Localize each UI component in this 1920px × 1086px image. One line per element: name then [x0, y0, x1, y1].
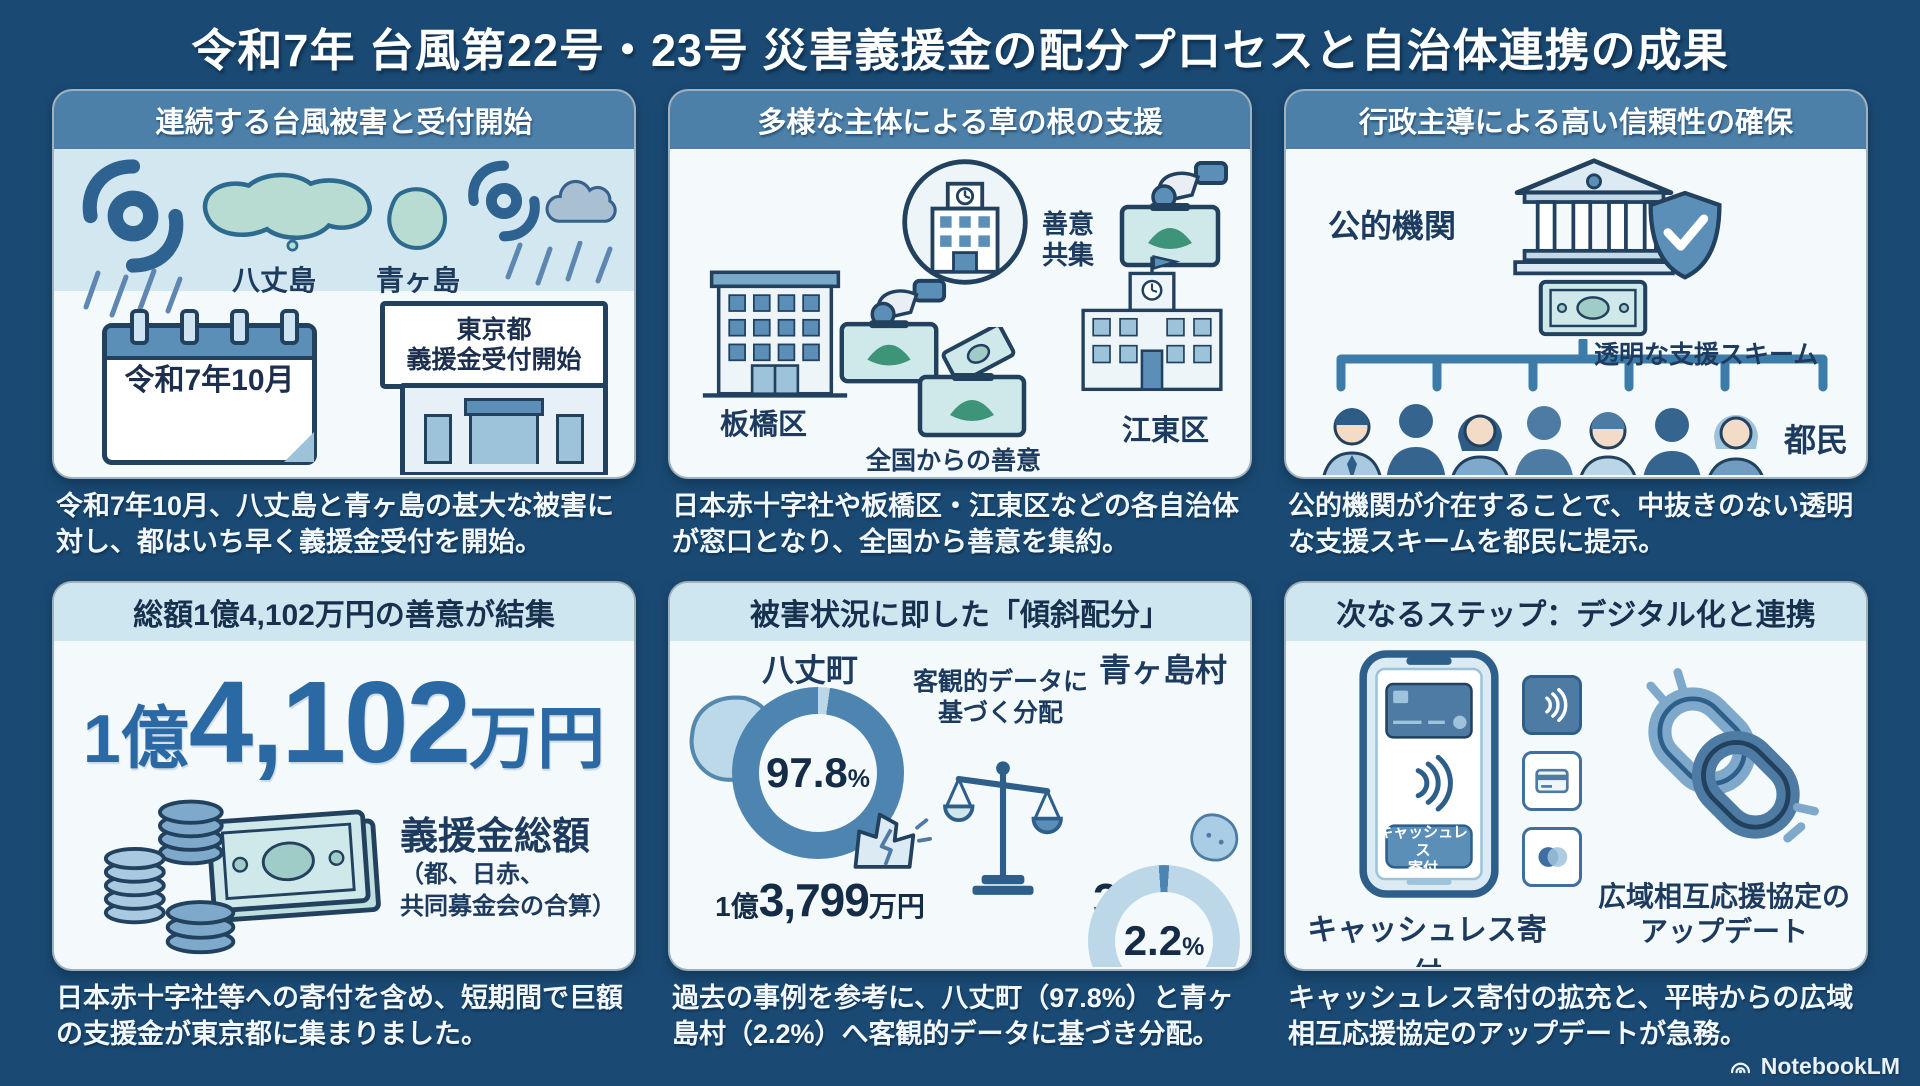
- rain-lines: [83, 268, 183, 318]
- total-amount: 1億 4,102 万円: [54, 655, 634, 789]
- card-total-header: 総額1億4,102万円の善意が結集: [54, 583, 634, 641]
- notebooklm-icon: [1730, 1062, 1750, 1074]
- amount-main: 4,102: [188, 657, 471, 787]
- allocation-left-name: 八丈町: [762, 652, 859, 688]
- nationwide-goodwill-label: 全国からの善意: [866, 447, 1042, 475]
- allocation-left-amount: 1億 3,799 万円: [715, 874, 925, 926]
- island-label-aogashima: 青ヶ島: [376, 265, 461, 296]
- infographic-grid: 連続する台風被害と受付開始: [0, 89, 1920, 1063]
- card-digital-caption: キャッシュレス寄付の拡充と、平時からの広域相互応援協定のアップデートが急務。: [1288, 983, 1854, 1049]
- card-total-caption: 日本赤十字社等への寄付を含め、短期間で巨額の支援金が東京都に集まりました。: [56, 983, 623, 1049]
- cashless-label: キャッシュレス寄付: [1307, 914, 1547, 967]
- island-label-hachijojima: 八丈島: [232, 265, 317, 296]
- total-label: 義援金総額: [400, 816, 591, 858]
- hq-building-icon: [902, 159, 1028, 285]
- distribution-tree: [1336, 339, 1828, 392]
- card-grassroots-header: 多様な主体による草の根の支援: [670, 91, 1250, 149]
- card-trust-caption: 公的機関が介在することで、中抜きのない透明な支援スキームを都民に提示。: [1288, 491, 1854, 557]
- collapsed-building-icon: [853, 812, 932, 869]
- citizens-row: [1322, 404, 1764, 475]
- amount-suffix: 万円: [469, 701, 606, 777]
- phone-button-label: キャッシュレス 寄付: [1378, 824, 1468, 877]
- donut-chart-aogashima: 2.2%: [1088, 865, 1240, 967]
- typhoon-icon-large: [82, 159, 184, 273]
- card-total: 総額1億4,102万円の善意が結集 1億 4,102 万円: [52, 581, 636, 971]
- goodwill-label: 善意 共集: [1042, 209, 1095, 271]
- donation-box-hand-icon: [1119, 161, 1228, 268]
- scales-icon: [943, 761, 1063, 895]
- hachijojima-island-icon: [202, 172, 372, 252]
- donation-office-sign: 東京都 義援金受付開始: [380, 301, 608, 389]
- coins-banknote-icon: [103, 799, 381, 955]
- donation-box-hand-icon: [839, 278, 947, 384]
- donation-box-banknote-icon: [917, 327, 1027, 438]
- card-grassroots-caption: 日本赤十字社や板橋区・江東区などの各自治体が窓口となり、全国から善意を集約。: [672, 491, 1239, 557]
- scheme-label: 透明な支援スキーム: [1594, 341, 1819, 369]
- office-window: [423, 414, 452, 464]
- card-typhoon-header: 連続する台風被害と受付開始: [54, 91, 634, 149]
- aogashima-island-icon: [387, 187, 447, 250]
- card-allocation-caption: 過去の事例を参考に、八丈町（97.8%）と青ヶ島村（2.2%）へ客観的データに基…: [672, 983, 1234, 1049]
- card-digital-header: 次なるステップ：デジタル化と連携: [1286, 583, 1866, 641]
- banknote-icon: [1538, 279, 1648, 337]
- ward-label-koto: 江東区: [1122, 415, 1210, 447]
- rain-cloud-icon: [545, 180, 617, 223]
- card-grassroots: 多様な主体による草の根の支援 善意 共集: [668, 89, 1252, 479]
- card-typhoon: 連続する台風被害と受付開始: [52, 89, 636, 479]
- calendar-date-label: 令和7年10月: [124, 364, 295, 397]
- chain-link-icon: [1646, 668, 1819, 843]
- office-door: [463, 398, 544, 464]
- amount-prefix: 1億: [82, 701, 189, 777]
- card-trust-header: 行政主導による高い信頼性の確保: [1286, 91, 1866, 149]
- card-allocation: 被害状況に即した「傾斜配分」 八丈町 97.8% 1億 3,799 万円 客観的デー…: [668, 581, 1252, 971]
- ward-label-itabashi: 板橋区: [720, 409, 808, 441]
- ward-building-itabashi-icon: [702, 270, 848, 398]
- total-sublabel: （都、日赤、 共同募金会の合算）: [400, 861, 616, 920]
- agreement-label: 広域相互応援協定の アップデート: [1597, 881, 1850, 947]
- citizens-label: 都民: [1784, 422, 1849, 458]
- donation-office-icon: 東京都 義援金受付開始: [372, 301, 608, 475]
- island-silhouette-aogashima: [1190, 813, 1239, 862]
- card-trust: 行政主導による高い信頼性の確保 公的機関: [1284, 89, 1868, 479]
- notebooklm-label: NotebookLM: [1760, 1053, 1900, 1079]
- allocation-right-name: 青ヶ島村: [1098, 652, 1227, 688]
- allocation-center-label: 客観的データに 基づく分配: [912, 668, 1088, 728]
- contactless-icon: [1522, 675, 1582, 735]
- dual-circles-payment-icon: [1522, 827, 1582, 887]
- office-window: [556, 414, 585, 464]
- rain-lines: [505, 241, 613, 286]
- notebooklm-watermark: NotebookLM: [1727, 1053, 1900, 1080]
- page-title: 令和7年 台風第22号・23号 災害義援金の配分プロセスと自治体連携の成果: [191, 25, 1729, 76]
- public-org-label: 公的機関: [1328, 208, 1457, 244]
- card-digital: 次なるステップ：デジタル化と連携: [1284, 581, 1868, 971]
- typhoon-icon-small: [468, 160, 540, 242]
- card-allocation-header: 被害状況に即した「傾斜配分」: [670, 583, 1250, 641]
- smartphone-icon: キャッシュレス 寄付: [1344, 649, 1514, 899]
- school-building-koto-icon: [1081, 255, 1223, 392]
- credit-card-icon: [1522, 751, 1582, 811]
- card-typhoon-caption: 令和7年10月、八丈島と青ヶ島の甚大な被害に対し、都はいち早く義援金受付を開始。: [56, 491, 615, 557]
- shield-check-icon: [1648, 190, 1722, 280]
- calendar-icon: 令和7年10月: [102, 309, 317, 465]
- payment-icons: [1522, 675, 1582, 887]
